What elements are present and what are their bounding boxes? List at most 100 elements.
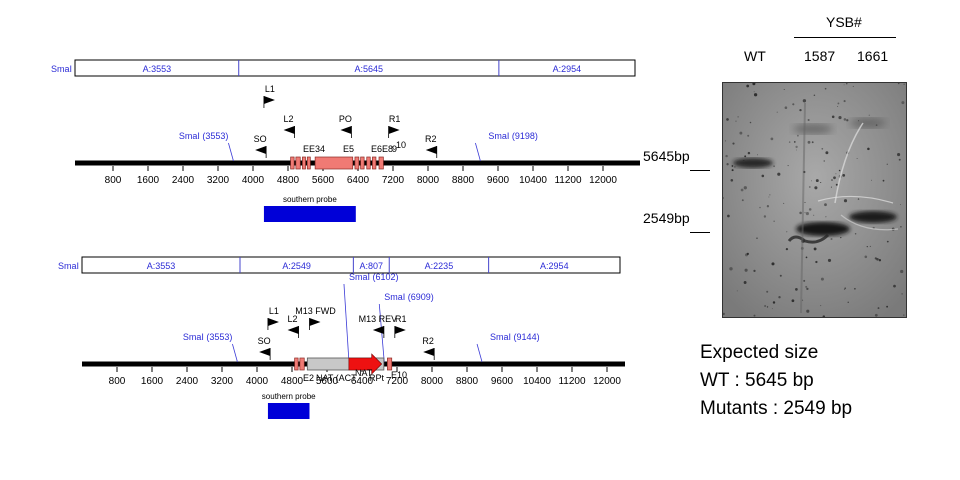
speckle [852,85,854,87]
axis-tick-label: 8800 [456,376,479,387]
speckle [756,237,758,239]
speckle [830,237,833,241]
axis-tick-label: 12000 [589,175,617,186]
speckle [725,154,728,158]
axis-tick-label: 11200 [554,175,582,186]
fragment-label: A:3553 [143,64,172,74]
speckle [900,269,904,274]
speckle [735,120,737,122]
primer-label: M13 FWD [295,306,336,316]
axis-tick-label: 6400 [347,175,370,186]
speckle [764,305,766,307]
primer-arrow-so [255,146,267,154]
exon-e1 [290,156,295,170]
speckle [835,183,838,186]
smear-streak [787,233,830,244]
axis-tick-label: 11200 [558,376,586,387]
speckle [886,163,889,166]
speckle [813,214,815,216]
speckle [824,87,827,90]
speckle [827,258,832,262]
speckle [730,179,734,182]
primer-label: L1 [265,84,275,94]
axis-tick-label: 8000 [417,175,440,186]
speckle [840,236,842,239]
primer-label: SO [254,134,267,144]
speckle [869,245,871,247]
speckle [903,83,905,85]
speckle [897,83,900,85]
primer-arrow-l2 [283,126,295,134]
speckle [805,285,808,288]
feature-label: E2 [303,373,314,383]
speckle [741,199,744,202]
speckle [773,220,775,222]
expected-size-wt: WT : 5645 bp [700,370,814,391]
nat-arrow [348,353,383,375]
speckle [784,106,788,109]
speckle [737,116,739,118]
exon-e10 [378,156,384,170]
faint-band-1587-high [793,124,833,134]
speckle [804,202,806,203]
speckle [815,260,818,264]
speckle [749,121,752,124]
restriction-site-marker [476,343,483,363]
primer-label: R2 [422,336,434,346]
lane-label-wt: WT [744,48,766,64]
primer-label: SO [258,336,271,346]
feature-label: E5 [343,144,354,154]
speckle [753,269,756,273]
speckle [866,245,868,248]
speckle [726,163,729,166]
marker-line-5645 [690,170,710,171]
speckle [886,305,888,308]
primer-arrow-m13-fwd [309,318,321,326]
speckle [822,315,826,317]
fragment-label: A:2954 [540,261,569,271]
speckle [825,151,829,155]
speckle [856,158,858,159]
speckle [815,179,819,183]
axis-tick-label: 4000 [246,376,269,387]
axis-tick-label: 4000 [242,175,265,186]
restriction-site-label: SmaI (3553) [179,131,229,141]
strain-group-underline [794,37,896,38]
speckle [821,147,824,150]
marker-label-2549: 2549bp [643,210,690,226]
speckle [811,141,814,144]
speckle [793,141,796,143]
fragment-label: A:2235 [425,261,454,271]
speckle [813,94,816,97]
speckle [831,179,833,181]
axis-tick-label: 7200 [382,175,405,186]
fiber-artifact-2 [817,195,894,204]
speckle [796,134,799,137]
speckle [731,165,734,167]
restriction-site-marker [343,283,350,363]
primer-label: R1 [389,114,401,124]
speckle [808,186,811,188]
speckle [785,247,789,251]
speckle [757,154,758,156]
speckle [807,118,810,122]
primer-arrow-po [340,126,352,134]
speckle [903,314,905,316]
southern-probe-label: southern probe [262,392,316,401]
fragment-bar [74,59,636,77]
speckle [729,267,733,271]
speckle [763,215,767,218]
fragment-bar [81,256,621,274]
speckle [766,306,769,308]
primer-arrow-l1 [267,318,279,326]
feature-label: NAT [355,368,373,378]
axis-tick-label: 7200 [386,376,409,387]
lane-label-1661: 1661 [857,48,889,64]
speckle [807,140,811,144]
southern-probe-bar [263,206,356,222]
speckle [787,165,789,167]
speckle [739,131,743,135]
speckle [900,203,901,205]
speckle [743,186,747,190]
